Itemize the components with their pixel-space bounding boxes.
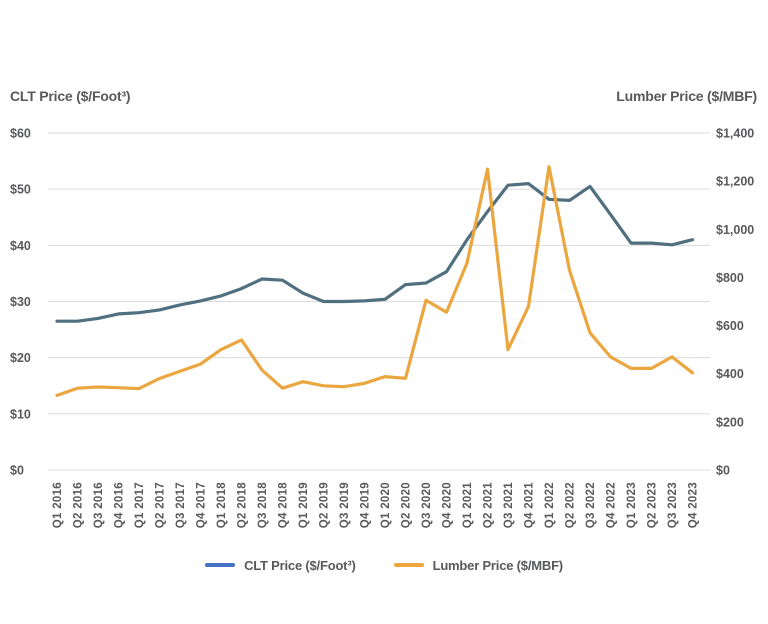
x-axis-tick-label: Q3 2016 [93, 482, 105, 528]
right-axis-title: Lumber Price ($/MBF) [616, 88, 757, 104]
right-axis-tick-label: $1,400 [716, 127, 754, 141]
x-axis-tick-label: Q2 2022 [565, 482, 577, 528]
x-axis-tick-label: Q2 2017 [155, 482, 167, 528]
x-axis-tick-label: Q3 2017 [175, 482, 187, 528]
x-axis-tick-label: Q1 2021 [462, 482, 474, 529]
left-axis-tick-label: $50 [10, 183, 31, 197]
x-axis-tick-label: Q2 2018 [237, 482, 249, 529]
x-axis-tick-label: Q1 2017 [134, 482, 146, 528]
clt-line-swatch [205, 563, 236, 567]
left-axis-tick-label: $60 [10, 127, 31, 141]
x-axis-tick-label: Q1 2023 [626, 482, 638, 528]
right-axis-tick-label: $1,200 [716, 175, 754, 189]
x-axis-tick-label: Q2 2021 [483, 482, 495, 529]
left-axis-title: CLT Price ($/Foot³) [10, 88, 131, 104]
left-axis-tick-label: $0 [10, 464, 24, 478]
x-axis-tick-label: Q3 2020 [421, 482, 433, 528]
x-axis-tick-label: Q4 2021 [524, 482, 536, 529]
x-axis-tick-label: Q4 2017 [196, 482, 208, 528]
right-axis-tick-label: $400 [716, 367, 744, 381]
right-axis-tick-label: $600 [716, 319, 744, 333]
x-axis-tick-label: Q2 2016 [73, 482, 85, 528]
left-axis-tick-label: $10 [10, 407, 31, 421]
lumber-price-line [55, 165, 695, 397]
legend: CLT Price ($/Foot³) Lumber Price ($/MBF) [0, 552, 768, 578]
x-axis-tick-label: Q4 2020 [442, 482, 454, 528]
x-axis-tick-label: Q4 2018 [278, 482, 290, 529]
right-axis-tick-label: $800 [716, 271, 744, 285]
right-axis-tick-label: $0 [716, 464, 730, 478]
right-axis-tick-label: $200 [716, 415, 744, 429]
x-axis-tick-label: Q4 2016 [114, 482, 126, 528]
x-axis-tick-label: Q3 2019 [339, 482, 351, 528]
x-axis-tick-label: Q1 2022 [544, 482, 556, 528]
x-axis-tick-label: Q2 2020 [401, 482, 413, 528]
left-axis-tick-label: $20 [10, 351, 31, 365]
x-axis-tick-label: Q1 2016 [52, 482, 64, 528]
lumber-legend-label: Lumber Price ($/MBF) [432, 557, 564, 573]
left-axis-tick-label: $30 [10, 295, 31, 309]
x-axis-tick-label: Q2 2019 [319, 482, 331, 528]
lumber-line-swatch [393, 563, 424, 567]
x-axis-tick-label: Q3 2018 [257, 482, 269, 529]
x-axis-tick-label: Q4 2019 [360, 482, 372, 528]
x-axis-tick-label: Q2 2023 [647, 482, 659, 528]
clt-legend-label: CLT Price ($/Foot³) [244, 557, 356, 573]
x-axis-tick-label: Q1 2018 [216, 482, 228, 529]
x-axis-tick-label: Q1 2019 [298, 482, 310, 528]
x-axis-tick-label: Q3 2023 [667, 482, 679, 528]
right-axis-tick-label: $1,000 [716, 223, 754, 237]
x-axis-tick-label: Q4 2023 [688, 482, 700, 528]
x-axis-tick-label: Q3 2021 [503, 482, 515, 529]
left-axis-tick-label: $40 [10, 239, 31, 253]
legend-item-clt: CLT Price ($/Foot³) [205, 558, 356, 573]
x-axis-tick-label: Q3 2022 [585, 482, 597, 528]
x-axis-tick-label: Q1 2020 [380, 482, 392, 528]
legend-item-lumber: Lumber Price ($/MBF) [393, 557, 564, 573]
clt-price-line [55, 182, 695, 323]
x-axis-tick-label: Q4 2022 [606, 482, 618, 528]
